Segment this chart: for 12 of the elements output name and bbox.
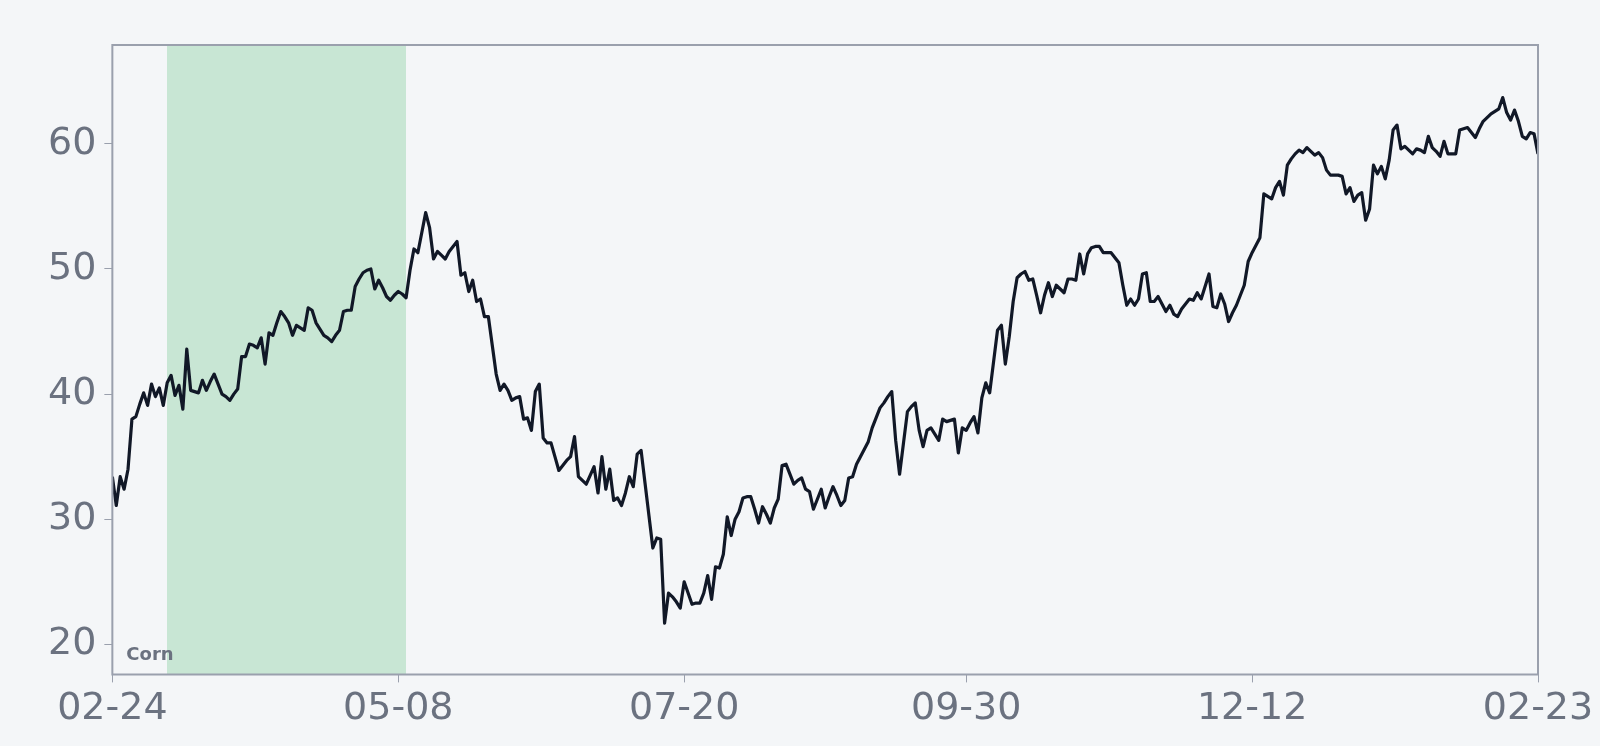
x-tick-label: 02-23 — [1482, 684, 1594, 729]
x-tick-label: 09-30 — [910, 684, 1022, 729]
y-tick-label: 60 — [47, 118, 97, 163]
y-tick-label: 40 — [47, 368, 97, 413]
x-tick-label: 02-24 — [57, 684, 168, 729]
annotation: Corn — [126, 643, 174, 665]
y-tick-label: 50 — [47, 243, 97, 288]
x-tick-label: 07-20 — [628, 684, 740, 729]
x-tick-label: 05-08 — [343, 684, 454, 729]
x-tick-label: 12-12 — [1196, 684, 1308, 729]
y-tick-label: 30 — [47, 494, 97, 539]
y-tick-label: 20 — [47, 619, 97, 664]
